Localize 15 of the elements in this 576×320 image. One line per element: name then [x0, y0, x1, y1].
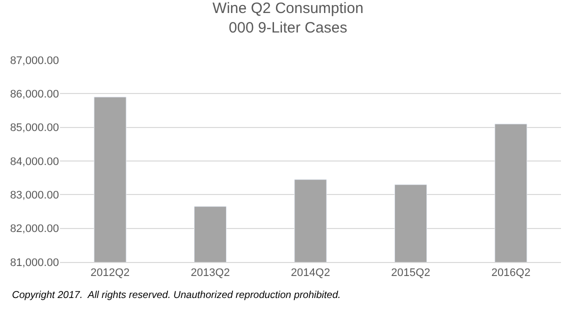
y-tick-label: 84,000.00: [10, 156, 59, 168]
x-tick-label: 2015Q2: [391, 267, 430, 280]
x-tick-label: 2013Q2: [190, 267, 230, 280]
y-tick-label: 87,000.00: [10, 54, 59, 67]
y-tick-label: 81,000.00: [10, 256, 59, 269]
y-tick-label: 83,000.00: [10, 190, 59, 202]
x-tick-label: 2014Q2: [290, 267, 330, 280]
y-tick-label: 85,000.00: [10, 122, 59, 134]
y-tick-label: 86,000.00: [10, 88, 59, 101]
chart-subtitle: 000 9-Liter Cases: [228, 19, 348, 36]
chart-title: Wine Q2 Consumption: [212, 0, 364, 17]
y-tick-label: 82,000.00: [10, 223, 59, 236]
text: Copyright 2017. All rights reserved. Unauthorized reproduction prohibited.: [12, 290, 341, 301]
x-tick-label: 2016Q2: [491, 267, 530, 280]
x-tick-label: 2012Q2: [90, 267, 130, 280]
